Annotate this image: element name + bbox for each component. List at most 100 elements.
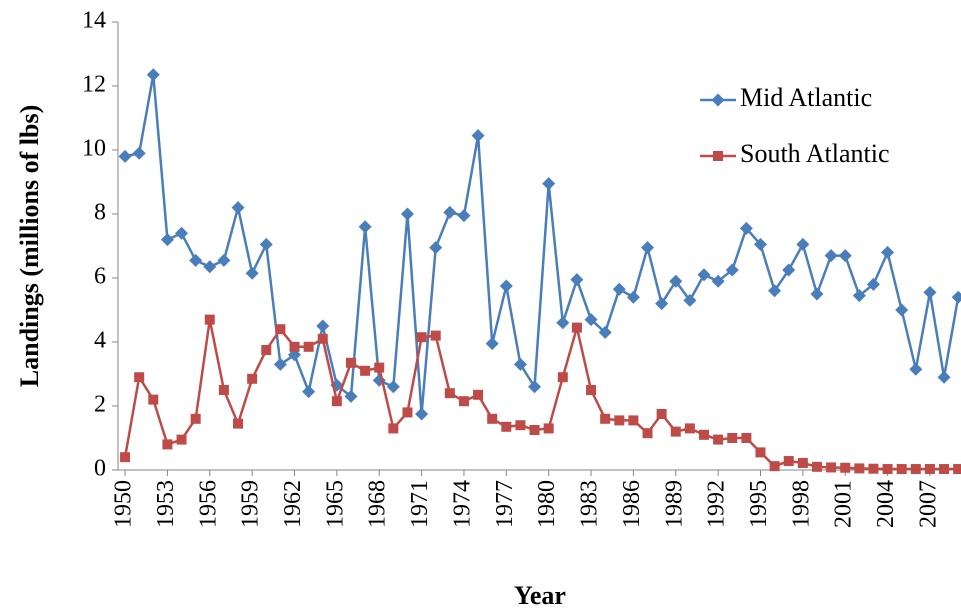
marker	[684, 423, 695, 434]
marker	[670, 426, 681, 437]
marker	[458, 396, 469, 407]
x-tick-label: 1977	[492, 480, 518, 528]
marker	[203, 260, 217, 274]
marker	[344, 389, 358, 403]
x-tick-label: 1995	[746, 480, 772, 528]
marker	[656, 409, 667, 419]
marker	[289, 341, 300, 352]
x-tick-label: 1956	[195, 480, 221, 528]
marker	[275, 324, 286, 335]
marker	[120, 452, 131, 463]
marker	[444, 388, 455, 399]
marker	[924, 464, 935, 475]
marker	[416, 332, 427, 343]
marker	[896, 464, 907, 475]
marker	[402, 407, 413, 418]
marker	[457, 209, 471, 223]
marker	[189, 253, 203, 267]
series-line	[124, 74, 960, 415]
marker	[118, 149, 132, 163]
y-axis-title: Landings (millions of lbs)	[15, 105, 44, 387]
marker	[528, 380, 542, 394]
marker	[331, 396, 342, 407]
marker	[148, 394, 159, 405]
marker	[683, 293, 697, 307]
marker	[741, 433, 752, 443]
marker	[810, 287, 824, 301]
marker	[247, 373, 258, 384]
marker	[755, 447, 766, 458]
legend-label: South Atlantic	[740, 139, 890, 168]
series	[120, 314, 961, 475]
marker	[134, 372, 145, 383]
marker	[146, 68, 160, 82]
marker	[513, 357, 527, 371]
marker	[543, 423, 554, 434]
marker	[614, 415, 625, 426]
marker	[699, 429, 710, 440]
y-tick-label: 12	[82, 72, 106, 98]
marker	[937, 370, 951, 384]
x-tick-label: 1968	[365, 480, 391, 528]
marker	[176, 434, 187, 445]
marker	[612, 282, 626, 296]
marker	[840, 462, 851, 473]
legend-marker	[711, 93, 725, 107]
marker	[557, 372, 568, 383]
marker	[316, 319, 330, 333]
marker	[302, 385, 316, 399]
marker	[881, 245, 895, 259]
marker	[415, 407, 429, 421]
marker	[160, 233, 174, 247]
marker	[939, 464, 950, 475]
marker	[584, 313, 598, 327]
x-tick-label: 2007	[915, 480, 941, 528]
marker	[753, 237, 767, 251]
marker	[783, 456, 794, 467]
marker	[727, 433, 738, 443]
marker	[739, 221, 753, 235]
x-tick-label: 1998	[788, 480, 814, 528]
marker	[769, 461, 780, 472]
marker	[358, 220, 372, 234]
y-tick-label: 2	[94, 392, 106, 418]
marker	[542, 177, 556, 191]
marker	[218, 385, 229, 395]
x-tick-label: 1992	[704, 480, 730, 528]
x-tick-label: 1986	[619, 480, 645, 528]
marker	[951, 290, 961, 304]
marker	[811, 461, 822, 472]
marker	[711, 274, 725, 288]
marker	[471, 129, 485, 143]
marker	[782, 263, 796, 277]
marker	[261, 345, 272, 355]
marker	[600, 413, 611, 424]
marker	[655, 297, 669, 311]
marker	[487, 413, 498, 424]
marker	[697, 268, 711, 282]
marker	[556, 316, 570, 330]
marker	[132, 146, 146, 160]
marker	[641, 241, 655, 255]
x-tick-label: 2004	[873, 480, 899, 528]
marker	[895, 303, 909, 317]
marker	[386, 380, 400, 394]
marker	[953, 464, 961, 475]
x-axis-title: Year	[514, 581, 566, 610]
marker	[317, 333, 328, 344]
y-tick-label: 14	[82, 8, 106, 34]
marker	[852, 289, 866, 303]
marker	[868, 463, 879, 474]
legend-marker	[713, 151, 723, 161]
marker	[190, 413, 201, 424]
marker	[910, 464, 921, 475]
marker	[768, 284, 782, 298]
marker	[626, 290, 640, 304]
marker	[501, 421, 512, 432]
marker	[217, 253, 231, 267]
series	[118, 68, 961, 421]
x-tick-label: 2001	[831, 480, 857, 528]
marker	[826, 462, 837, 473]
marker	[303, 341, 314, 352]
